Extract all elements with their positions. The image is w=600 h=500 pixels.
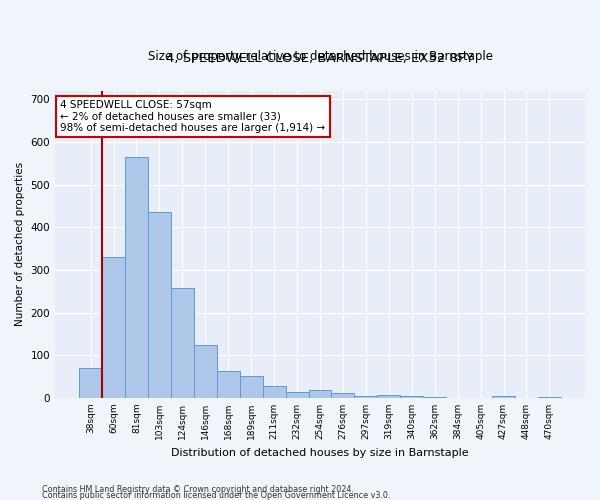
Bar [331, 393, 355, 398]
Bar [492, 396, 515, 398]
Bar [240, 376, 263, 398]
Y-axis label: Number of detached properties: Number of detached properties [15, 162, 25, 326]
Bar [308, 390, 331, 398]
Bar [217, 371, 240, 398]
Text: Contains HM Land Registry data © Crown copyright and database right 2024.: Contains HM Land Registry data © Crown c… [42, 484, 354, 494]
Text: 4, SPEEDWELL CLOSE, BARNSTAPLE, EX32 8PY: 4, SPEEDWELL CLOSE, BARNSTAPLE, EX32 8PY [166, 52, 474, 64]
Bar [538, 396, 561, 398]
Bar [377, 395, 400, 398]
Bar [148, 212, 171, 398]
Text: 4 SPEEDWELL CLOSE: 57sqm
← 2% of detached houses are smaller (33)
98% of semi-de: 4 SPEEDWELL CLOSE: 57sqm ← 2% of detache… [61, 100, 325, 133]
Text: Contains public sector information licensed under the Open Government Licence v3: Contains public sector information licen… [42, 491, 391, 500]
Bar [194, 346, 217, 398]
Bar [263, 386, 286, 398]
Bar [125, 157, 148, 398]
Bar [286, 392, 308, 398]
Bar [102, 257, 125, 398]
Bar [355, 396, 377, 398]
Bar [400, 396, 423, 398]
Bar [171, 288, 194, 398]
Bar [79, 368, 102, 398]
X-axis label: Distribution of detached houses by size in Barnstaple: Distribution of detached houses by size … [171, 448, 469, 458]
Title: Size of property relative to detached houses in Barnstaple: Size of property relative to detached ho… [148, 50, 493, 63]
Bar [423, 396, 446, 398]
